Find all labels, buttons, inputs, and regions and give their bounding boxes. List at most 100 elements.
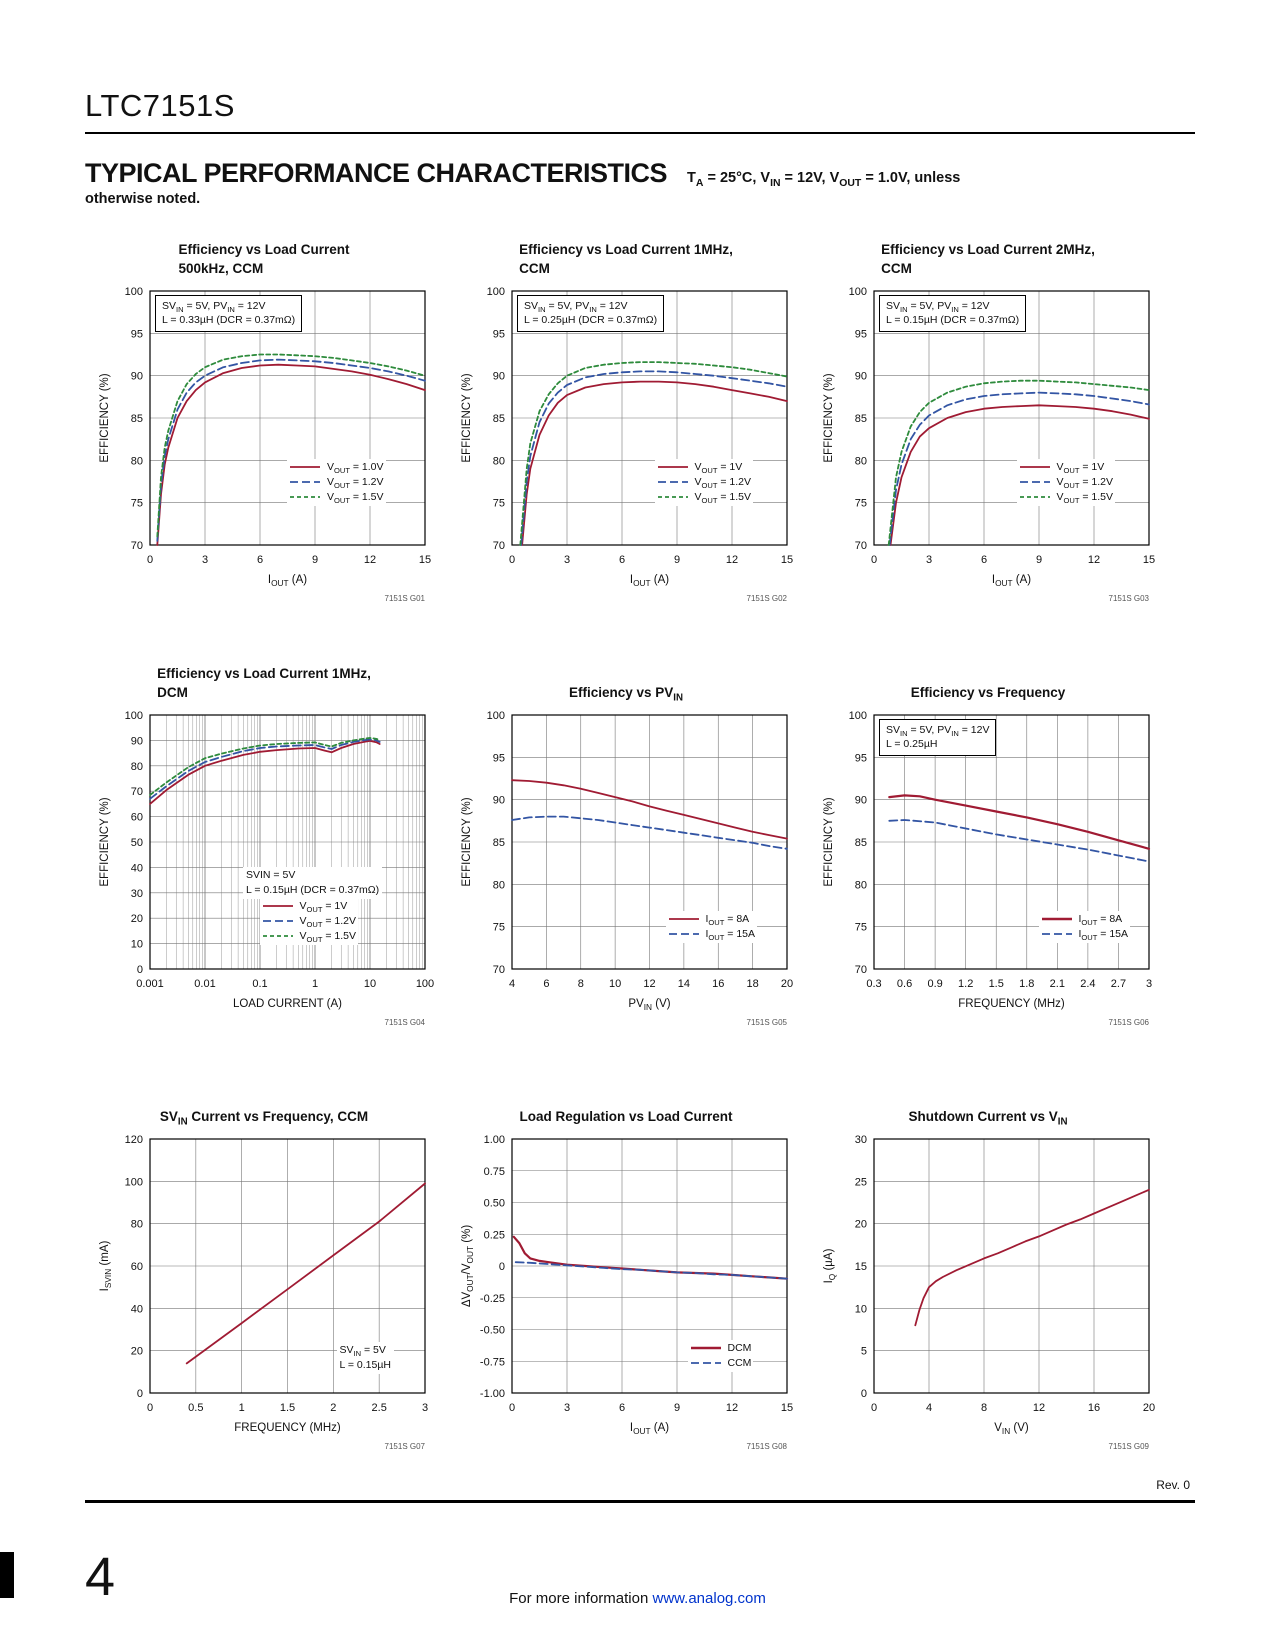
svg-text:80: 80 [130,455,142,467]
series-line [510,815,788,850]
legend-label: IOUT = 15A [705,928,756,943]
legend-entry: IOUT = 15A [1041,927,1128,942]
y-axis-label: ΔVOUT/VOUT (%) [461,1225,475,1308]
legend-entry: VOUT = 1.5V [657,490,751,505]
series-line [887,819,1150,863]
svg-text:1.2: 1.2 [958,978,973,990]
svg-text:6: 6 [256,554,262,566]
svg-text:100: 100 [124,710,142,722]
section-title: TYPICAL PERFORMANCE CHARACTERISTICS [85,158,668,188]
series-line [519,370,788,546]
chart-title: Efficiency vs Load Current 500kHz, CCM [178,242,350,277]
svg-text:0.25: 0.25 [483,1229,504,1241]
svg-text:70: 70 [130,540,142,552]
x-axis-label: IOUT (A) [629,1422,668,1436]
grid [873,1139,1149,1393]
legend-line-sample [1019,496,1050,499]
svg-text:-0.75: -0.75 [479,1356,504,1368]
svg-text:75: 75 [130,498,142,510]
svg-text:100: 100 [124,286,142,298]
svg-text:9: 9 [311,554,317,566]
svg-text:0: 0 [146,554,152,566]
svg-text:4: 4 [925,1402,931,1414]
plot-border [872,714,1150,970]
svg-text:90: 90 [492,371,504,383]
svg-text:70: 70 [130,786,142,798]
series-line [887,794,1150,850]
revision-label: Rev. 0 [1156,1478,1190,1492]
chart-plot: 0 4 8 12 16 20 0 5 10 15 20 25 30 VIN (V) IQ (µA) 7151S… [823,1134,1155,1451]
series-group [510,779,788,850]
tick-labels: 0.3 0.6 0.9 1.2 1.5 1.8 2.1 2.4 2.7 3 70 75 80 85 90 95… [848,710,1151,990]
footer: For more information www.analog.com [0,1590,1275,1607]
svg-text:18: 18 [746,978,758,990]
x-axis-label: IOUT (A) [629,574,668,588]
legend-label: VOUT = 1V [694,461,743,476]
tick-labels: 0 3 6 9 12 15 70 75 80 85 90 95 100 [848,286,1154,566]
series-line [518,361,788,546]
legend-line-sample [290,496,320,499]
svg-text:0.5: 0.5 [188,1402,203,1414]
plot-annotation: SVIN = 5V, PVIN = 12V L = 0.25µH [879,718,997,757]
svg-text:100: 100 [486,286,504,298]
svg-text:0: 0 [508,554,514,566]
plot-border [872,1138,1150,1394]
svg-text:3: 3 [421,1402,427,1414]
svg-text:95: 95 [492,752,504,764]
svg-text:90: 90 [854,795,866,807]
legend-entry: VOUT = 1V [657,460,752,475]
svg-text:-1.00: -1.00 [479,1388,504,1400]
svg-text:2.1: 2.1 [1049,978,1064,990]
svg-text:0.75: 0.75 [483,1166,504,1178]
svg-text:9: 9 [673,1402,679,1414]
chart-canvas: 0 3 6 9 12 15 70 75 80 85 90 95 100 IOUT (A) EFFICIENC… [454,281,799,611]
chart-g09: Shutdown Current vs VIN 0 4 8 12 16 20 0 5 10 15 2… [807,1079,1169,1459]
chart-canvas: 0 3 6 9 12 15 1.00 0.75 0.50 0.25 0 -0.25 -0.50 -0.75… [454,1129,799,1459]
legend-line-sample [290,481,320,484]
graph-tag: 7151S G02 [746,594,787,603]
svg-text:3: 3 [201,554,207,566]
svg-text:6: 6 [618,554,624,566]
svg-text:100: 100 [415,978,433,990]
svg-text:16: 16 [712,978,724,990]
legend-line-sample [657,466,688,469]
svg-text:60: 60 [130,1261,142,1273]
graph-tag: 7151S G05 [746,1018,787,1027]
svg-text:-0.50: -0.50 [479,1325,504,1337]
y-axis-label: IQ (µA) [823,1248,837,1283]
svg-text:95: 95 [130,328,142,340]
y-axis-label: ISVIN (mA) [99,1240,113,1291]
legend-label: CCM [727,1357,752,1370]
svg-text:15: 15 [780,554,792,566]
svg-text:90: 90 [130,371,142,383]
legend-entry: VOUT = 1V [262,899,357,914]
analog-link[interactable]: www.analog.com [652,1590,766,1607]
page-header: LTC7151S [85,88,1195,134]
legend-entry: VOUT = 1.2V [262,914,356,929]
series-group [185,1182,426,1365]
svg-text:0: 0 [498,1261,504,1273]
x-axis-label: LOAD CURRENT (A) [232,998,341,1010]
legend-entry: IOUT = 8A [1041,912,1129,927]
svg-text:70: 70 [854,964,866,976]
svg-text:0: 0 [136,1388,142,1400]
svg-text:100: 100 [486,710,504,722]
legend-line-sample [290,466,320,469]
svg-text:80: 80 [854,455,866,467]
chart-title: Load Regulation vs Load Current [519,1109,733,1125]
svg-text:1.5: 1.5 [988,978,1003,990]
svg-text:85: 85 [492,837,504,849]
svg-text:20: 20 [130,913,142,925]
legend-line-sample [1019,466,1050,469]
legend-label: IOUT = 8A [1078,913,1123,928]
svg-text:0.1: 0.1 [252,978,267,990]
svg-text:40: 40 [130,1303,142,1315]
x-axis-label: FREQUENCY (MHz) [234,1422,341,1434]
svg-text:10: 10 [363,978,375,990]
legend-entry: VOUT = 1.5V [1019,490,1113,505]
svg-text:0: 0 [870,554,876,566]
legend-entry: CCM [690,1356,752,1371]
graph-tag: 7151S G07 [384,1442,425,1451]
svg-text:3: 3 [925,554,931,566]
plot-border [510,1138,788,1394]
